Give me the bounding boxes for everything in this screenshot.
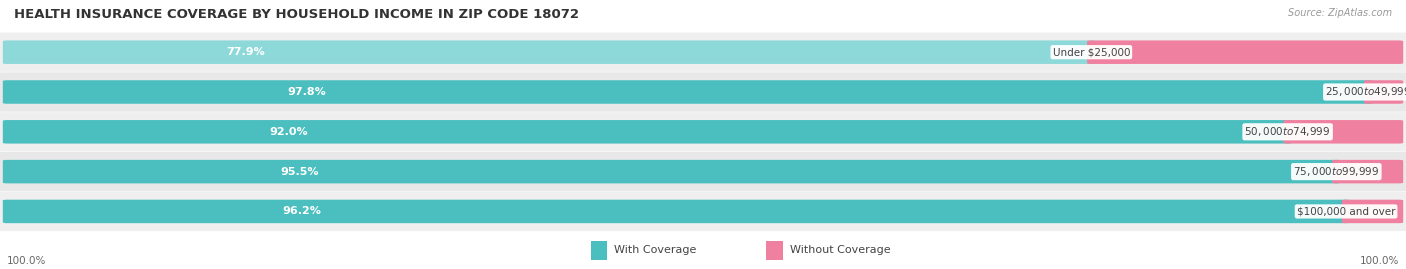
Text: 96.2%: 96.2% (283, 206, 321, 217)
Text: $50,000 to $74,999: $50,000 to $74,999 (1244, 125, 1330, 138)
FancyBboxPatch shape (3, 200, 1350, 223)
Text: HEALTH INSURANCE COVERAGE BY HOUSEHOLD INCOME IN ZIP CODE 18072: HEALTH INSURANCE COVERAGE BY HOUSEHOLD I… (14, 8, 579, 21)
Text: 92.0%: 92.0% (270, 127, 308, 137)
FancyBboxPatch shape (3, 160, 1340, 183)
Text: $100,000 and over: $100,000 and over (1296, 206, 1395, 217)
FancyBboxPatch shape (3, 40, 1095, 64)
Text: Source: ZipAtlas.com: Source: ZipAtlas.com (1288, 8, 1392, 18)
Text: With Coverage: With Coverage (614, 245, 697, 255)
FancyBboxPatch shape (591, 241, 607, 260)
Text: Under $25,000: Under $25,000 (1053, 47, 1130, 57)
Text: 100.0%: 100.0% (7, 256, 46, 266)
FancyBboxPatch shape (0, 192, 1406, 231)
Text: 77.9%: 77.9% (226, 47, 264, 57)
Text: 95.5%: 95.5% (280, 167, 319, 177)
FancyBboxPatch shape (1364, 80, 1403, 104)
FancyBboxPatch shape (0, 33, 1406, 72)
Text: $25,000 to $49,999: $25,000 to $49,999 (1326, 86, 1406, 98)
FancyBboxPatch shape (1284, 120, 1403, 144)
FancyBboxPatch shape (0, 112, 1406, 151)
FancyBboxPatch shape (1087, 40, 1403, 64)
Text: 100.0%: 100.0% (1360, 256, 1399, 266)
FancyBboxPatch shape (3, 120, 1292, 144)
Text: 97.8%: 97.8% (287, 87, 326, 97)
Text: $75,000 to $99,999: $75,000 to $99,999 (1294, 165, 1379, 178)
FancyBboxPatch shape (3, 80, 1372, 104)
FancyBboxPatch shape (1341, 200, 1403, 223)
FancyBboxPatch shape (766, 241, 783, 260)
FancyBboxPatch shape (0, 152, 1406, 191)
FancyBboxPatch shape (1331, 160, 1403, 183)
Text: Without Coverage: Without Coverage (790, 245, 891, 255)
FancyBboxPatch shape (0, 72, 1406, 112)
